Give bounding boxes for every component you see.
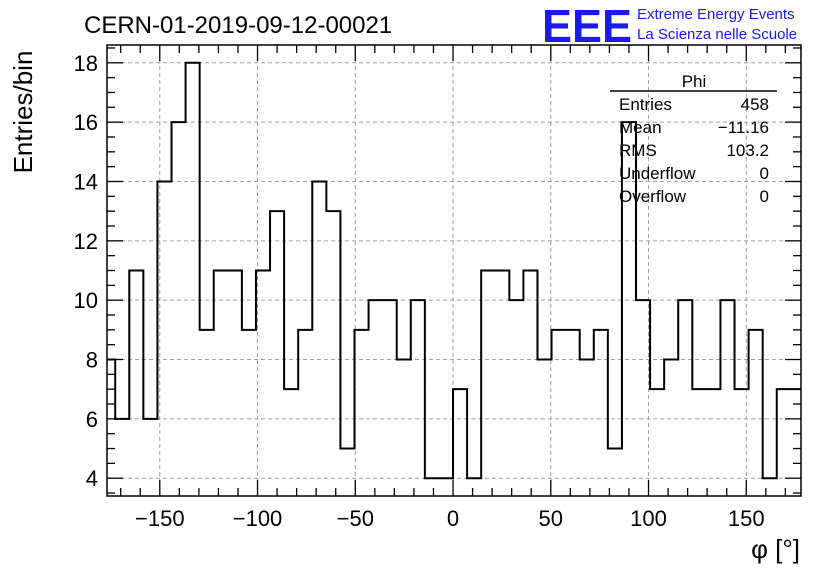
y-axis-title: Entries/bin: [8, 51, 38, 174]
histogram-bin-8: [214, 271, 228, 497]
histogram-bin-22: [411, 300, 425, 496]
x-tick-label-1: −100: [233, 506, 283, 531]
histogram-bin-2: [129, 271, 143, 497]
eee-logo: EEE Extreme Energy Events La Scienza nel…: [542, 0, 797, 52]
histogram-bin-41: [678, 300, 692, 496]
y-tick-label-3: 10: [74, 288, 98, 313]
histogram-bin-3: [143, 419, 157, 496]
stat-value-underflow: 0: [760, 164, 769, 183]
histogram-bin-21: [397, 360, 411, 496]
x-tick-label-2: −50: [337, 506, 374, 531]
chart-title: CERN-01-2019-09-12-00021: [84, 12, 392, 39]
histogram-bin-48: [777, 389, 791, 496]
histogram-bin-27: [481, 271, 495, 497]
stat-label-underflow: Underflow: [619, 164, 696, 183]
y-tick-label-0: 4: [86, 466, 98, 491]
logo-line1: Extreme Energy Events: [637, 6, 795, 23]
histogram-bin-28: [495, 271, 509, 497]
stats-box: Phi Entries 458 Mean −11.16 RMS 103.2 Un…: [610, 72, 777, 206]
histogram-bin-29: [509, 300, 523, 496]
stat-value-overflow: 0: [760, 187, 769, 206]
histogram-bin-7: [200, 330, 214, 496]
histogram-bin-49: [791, 389, 801, 496]
y-tick-label-7: 18: [74, 51, 98, 76]
x-tick-label-4: 50: [539, 506, 563, 531]
histogram-bin-32: [552, 330, 566, 496]
histogram-bin-1: [115, 419, 129, 496]
x-tick-label-0: −150: [135, 506, 185, 531]
histogram-bin-5: [172, 122, 186, 496]
histogram-bin-39: [650, 389, 664, 496]
histogram-bin-0: [107, 360, 115, 496]
histogram-bin-40: [664, 360, 678, 496]
histogram-bin-4: [157, 181, 171, 496]
y-tick-label-2: 8: [86, 348, 98, 373]
histogram-steps: [107, 61, 801, 497]
histogram-bin-42: [692, 389, 706, 496]
histogram-bin-18: [354, 330, 368, 496]
histogram-bin-23: [425, 478, 439, 496]
y-tick-label-1: 6: [86, 407, 98, 432]
x-axis-title: φ [°]: [751, 534, 800, 564]
histogram-bin-11: [256, 271, 270, 497]
histogram-bin-13: [284, 389, 298, 496]
histogram-bin-16: [326, 211, 340, 496]
logo-line2: La Scienza nelle Scuole: [637, 26, 797, 43]
histogram-bin-34: [580, 360, 594, 496]
y-tick-label-4: 12: [74, 229, 98, 254]
histogram-bin-35: [594, 330, 608, 496]
y-tick-label-6: 16: [74, 110, 98, 135]
histogram-bin-24: [439, 478, 453, 496]
y-tick-label-5: 14: [74, 169, 98, 194]
histogram-bin-17: [340, 449, 354, 496]
x-tick-label-5: 100: [630, 506, 667, 531]
histogram-bin-47: [763, 478, 777, 496]
stat-value-rms: 103.2: [726, 141, 769, 160]
histogram-bin-45: [735, 389, 749, 496]
histogram-bin-9: [228, 271, 242, 497]
axis-ticks: [107, 45, 801, 496]
stat-label-entries: Entries: [619, 95, 672, 114]
histogram-bin-38: [636, 300, 650, 496]
x-tick-label-6: 150: [728, 506, 765, 531]
histogram-bin-26: [467, 478, 481, 496]
grid-lines: [107, 45, 801, 496]
histogram-bin-44: [720, 300, 734, 496]
histogram-bin-12: [270, 211, 284, 496]
histogram-bin-6: [186, 63, 200, 496]
x-tick-label-3: 0: [447, 506, 459, 531]
histogram-bin-31: [537, 360, 551, 496]
histogram-bin-14: [298, 330, 312, 496]
histogram-bin-10: [242, 330, 256, 496]
histogram-bin-43: [706, 389, 720, 496]
stat-label-mean: Mean: [619, 118, 662, 137]
histogram-line: [107, 61, 801, 480]
histogram-bin-15: [312, 181, 326, 496]
stat-label-rms: RMS: [619, 141, 657, 160]
histogram-bin-30: [523, 271, 537, 497]
histogram-bin-33: [566, 330, 580, 496]
histogram-bin-20: [383, 300, 397, 496]
tick-labels: −150 −100 −50 0 50 100 150 4 6 8 10 12 14 16 18: [74, 51, 765, 531]
stat-value-entries: 458: [741, 95, 769, 114]
histogram-bin-25: [453, 389, 467, 496]
stats-box-name: Phi: [682, 72, 707, 91]
stat-value-mean: −11.16: [718, 118, 769, 137]
stat-label-overflow: Overflow: [619, 187, 687, 206]
histogram-bin-19: [369, 300, 383, 496]
logo-letters: EEE: [542, 0, 632, 52]
histogram-bin-46: [749, 330, 763, 496]
